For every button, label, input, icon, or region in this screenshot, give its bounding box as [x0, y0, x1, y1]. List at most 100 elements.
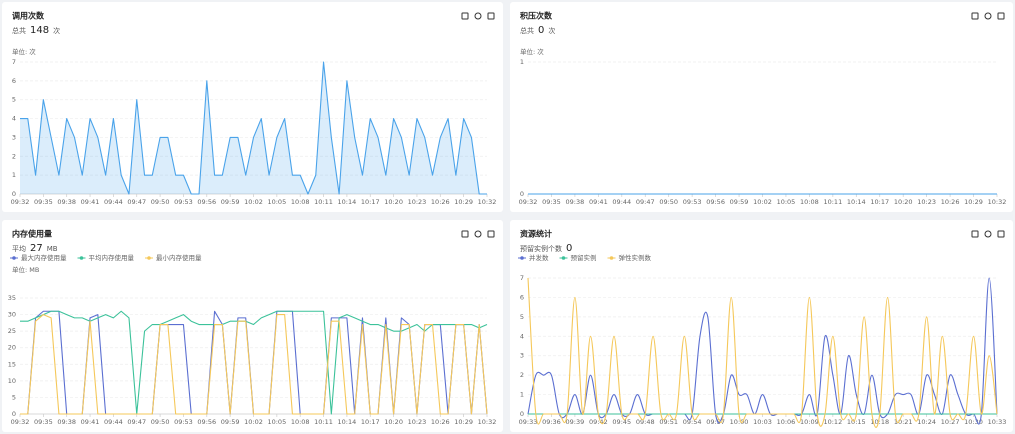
y-tick-label: 35: [8, 294, 16, 302]
legend-label[interactable]: 最大内存使用量: [21, 253, 67, 262]
x-tick-label: 10:08: [291, 418, 310, 426]
legend-dot: [561, 256, 566, 260]
toolbar-icon[interactable]: [971, 12, 979, 20]
x-tick-label: 10:17: [361, 198, 380, 206]
x-tick-label: 10:23: [408, 418, 427, 426]
toolbar-icon[interactable]: [474, 230, 482, 238]
x-tick-label: 10:02: [244, 418, 263, 426]
toolbar-icon[interactable]: [984, 230, 992, 238]
x-tick-label: 10:00: [730, 418, 749, 426]
legend-label[interactable]: 预留实例: [571, 253, 597, 262]
summary-label: 平均: [12, 244, 26, 253]
x-tick-label: 10:11: [823, 198, 842, 206]
series-line: [527, 277, 998, 425]
x-tick-label: 09:38: [57, 418, 76, 426]
x-tick-label: 10:30: [964, 418, 983, 426]
x-tick-label: 09:44: [104, 198, 123, 206]
x-tick-label: 09:57: [706, 418, 725, 426]
area-fill: [20, 62, 487, 194]
x-tick-label: 10:08: [291, 198, 310, 206]
x-tick-label: 10:08: [800, 198, 819, 206]
x-tick-label: 09:38: [566, 198, 585, 206]
x-tick-label: 09:33: [519, 418, 538, 426]
series-line: [20, 314, 488, 415]
x-tick-label: 09:47: [127, 418, 146, 426]
panel-title: 调用次数: [12, 11, 45, 21]
x-tick-label: 10:26: [431, 198, 450, 206]
panel-title: 积压次数: [520, 11, 553, 21]
legend-dot: [520, 256, 524, 260]
toolbar-icon[interactable]: [971, 230, 979, 238]
x-tick-label: 09:36: [542, 418, 561, 426]
x-tick-label: 10:24: [917, 418, 936, 426]
x-tick-label: 10:11: [314, 418, 333, 426]
x-tick-label: 10:26: [431, 418, 450, 426]
x-tick-label: 10:20: [384, 198, 403, 206]
x-tick-label: 10:03: [753, 418, 772, 426]
legend-dot: [147, 256, 151, 260]
y-tick-label: 10: [8, 377, 16, 385]
x-tick-label: 10:05: [267, 198, 286, 206]
toolbar-icon[interactable]: [997, 12, 1005, 20]
toolbar-icon[interactable]: [487, 12, 495, 20]
x-tick-label: 10:11: [314, 198, 333, 206]
x-tick-label: 09:42: [589, 418, 608, 426]
y-tick-label: 4: [12, 115, 16, 123]
y-tick-label: 4: [520, 332, 524, 340]
x-tick-label: 09:39: [566, 418, 585, 426]
x-tick-label: 10:14: [338, 418, 357, 426]
x-tick-label: 09:48: [636, 418, 655, 426]
x-tick-label: 10:14: [847, 198, 866, 206]
x-tick-label: 09:47: [127, 198, 146, 206]
x-tick-label: 09:41: [81, 198, 100, 206]
summary-unit: 次: [53, 26, 60, 35]
panel-bg: [510, 220, 1013, 432]
x-tick-label: 10:17: [361, 418, 380, 426]
x-tick-label: 09:53: [683, 198, 702, 206]
legend-label[interactable]: 弹性实例数: [619, 253, 652, 262]
panel-bg: [510, 2, 1013, 212]
x-tick-label: 09:56: [197, 418, 216, 426]
y-tick-label: 1: [12, 171, 16, 179]
y-tick-label: 6: [12, 77, 16, 85]
y-tick-label: 0: [520, 410, 524, 418]
x-tick-label: 10:21: [894, 418, 913, 426]
unit-label: 单位: MB: [12, 265, 39, 274]
y-tick-label: 2: [520, 371, 524, 379]
summary-label: 总共: [520, 26, 534, 35]
x-tick-label: 09:50: [659, 198, 678, 206]
x-tick-label: 09:51: [659, 418, 678, 426]
x-tick-label: 09:41: [589, 198, 608, 206]
x-tick-label: 10:29: [964, 198, 983, 206]
x-tick-label: 09:50: [151, 418, 170, 426]
x-tick-label: 09:53: [174, 418, 193, 426]
toolbar-icon[interactable]: [487, 230, 495, 238]
y-tick-label: 5: [12, 393, 16, 401]
legend-label[interactable]: 平均内存使用量: [89, 253, 135, 262]
x-tick-label: 10:27: [941, 418, 960, 426]
x-tick-label: 10:23: [408, 198, 427, 206]
x-tick-label: 10:02: [244, 198, 263, 206]
x-tick-label: 10:14: [338, 198, 357, 206]
toolbar-icon[interactable]: [997, 230, 1005, 238]
series-line: [527, 277, 998, 428]
x-tick-label: 10:05: [267, 418, 286, 426]
toolbar-icon[interactable]: [461, 230, 469, 238]
toolbar-icon[interactable]: [474, 12, 482, 20]
panel-bg: [2, 220, 503, 432]
toolbar-icon[interactable]: [461, 12, 469, 20]
x-tick-label: 10:09: [800, 418, 819, 426]
summary-value: 148: [30, 25, 49, 36]
legend-label[interactable]: 最小内存使用量: [156, 253, 202, 262]
unit-label: 单位: 次: [520, 47, 544, 56]
legend-label[interactable]: 并发数: [529, 253, 549, 262]
x-tick-label: 09:45: [612, 418, 631, 426]
toolbar-icon[interactable]: [984, 12, 992, 20]
y-tick-label: 0: [12, 410, 16, 418]
x-tick-label: 10:23: [917, 198, 936, 206]
y-tick-label: 7: [12, 58, 16, 66]
summary-label: 预留实例个数: [520, 244, 562, 253]
x-tick-label: 09:50: [151, 198, 170, 206]
